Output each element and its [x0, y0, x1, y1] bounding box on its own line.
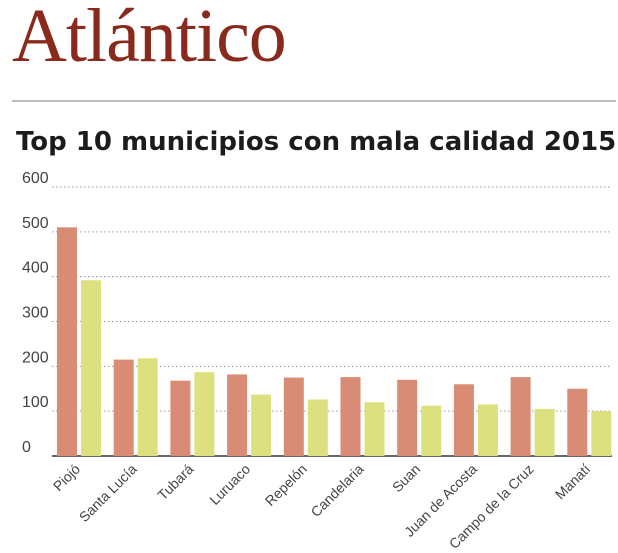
x-tick-label: Piojó	[50, 461, 83, 494]
bar-series-b	[365, 402, 385, 456]
bar-series-a	[170, 381, 190, 456]
bar-series-a	[397, 380, 417, 456]
bar-series-b	[251, 395, 271, 456]
bar-series-a	[511, 377, 531, 456]
x-tick-label: Repelón	[262, 461, 310, 509]
bar-series-b	[535, 409, 555, 456]
bar-series-b	[591, 411, 611, 456]
bar-series-b	[194, 372, 214, 456]
bar-series-b	[138, 358, 158, 456]
x-tick-label: Candelaria	[307, 461, 366, 520]
bar-series-b	[421, 406, 441, 456]
x-tick-label: Suan	[389, 461, 423, 495]
y-tick-label: 500	[22, 215, 49, 232]
bar-series-a	[57, 227, 77, 456]
x-tick-label: Santa Lucía	[76, 461, 140, 525]
bar-series-a	[454, 384, 474, 456]
y-tick-label: 200	[22, 349, 49, 366]
bar-series-a	[284, 378, 304, 456]
bar-series-a	[341, 377, 361, 456]
y-tick-label: 600	[22, 170, 49, 187]
y-tick-label: 300	[22, 305, 49, 322]
bar-series-a	[227, 374, 247, 456]
bar-series-a	[567, 389, 587, 456]
x-tick-label: Tubará	[154, 461, 196, 503]
y-tick-label: 400	[22, 260, 49, 277]
bar-series-a	[114, 360, 134, 456]
y-axis-ticks: 0 100 200 300 400 500 600	[22, 170, 49, 456]
bars	[57, 227, 611, 456]
bar-series-b	[81, 280, 101, 456]
bar-series-b	[478, 404, 498, 456]
x-tick-label: Luruaco	[206, 461, 253, 508]
y-tick-label: 100	[22, 394, 49, 411]
y-tick-label: 0	[22, 439, 31, 456]
bar-series-b	[308, 400, 328, 456]
x-tick-label: Manatí	[552, 461, 594, 503]
